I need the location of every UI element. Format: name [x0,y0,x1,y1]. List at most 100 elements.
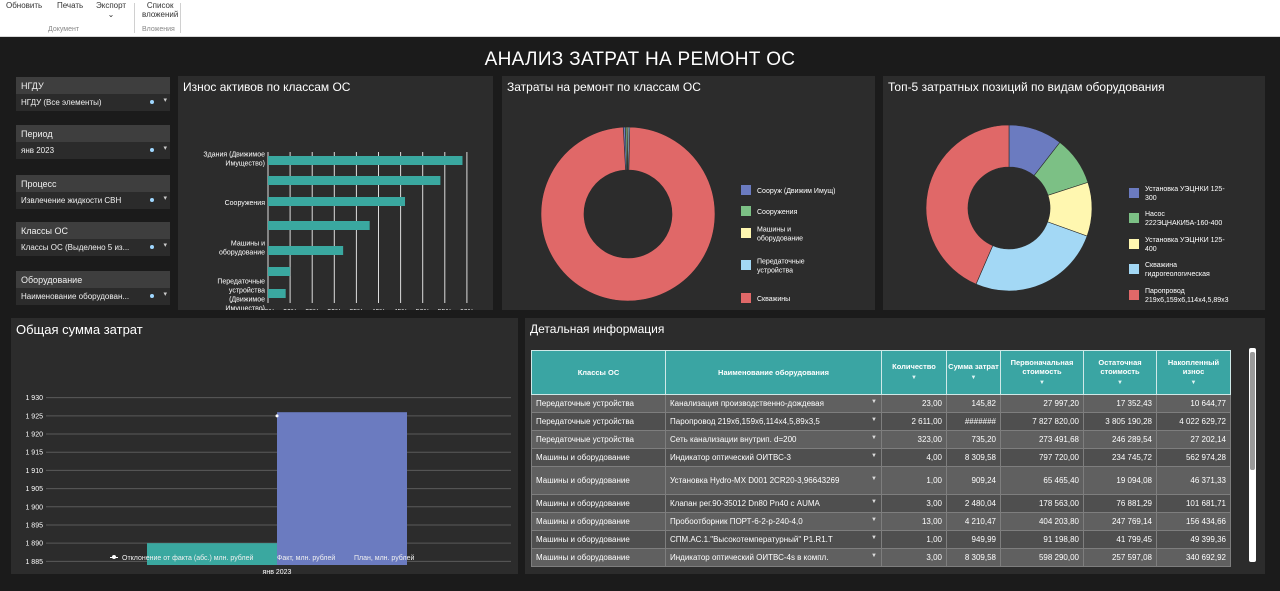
attachments-list-button[interactable]: Список вложений [142,1,178,19]
table-row[interactable]: Машины и оборудование Пробоотборник ПОРТ-… [531,512,1231,531]
cell-text: Машины и оборудование [536,535,630,544]
top5-donut-slice[interactable] [925,124,1010,285]
cell-text: 13,00 [921,517,942,526]
legend-swatch [741,260,751,270]
table-row[interactable]: Передаточные устройства Паропровод 219х6,… [531,412,1231,431]
filter-icon[interactable]: ▼ [1117,379,1123,386]
chevron-down-icon[interactable]: ▾ [163,97,167,104]
wear-bar[interactable] [268,267,291,276]
cell-text: Машины и оборудование [536,517,630,526]
filter-process[interactable]: Процесс Извлечение жидкости СВН ▾ [16,175,170,212]
table-cell: Машины и оборудование [531,512,666,531]
column-header[interactable]: Остаточная стоимость ▼ [1083,350,1157,395]
wear-bar[interactable] [268,221,370,230]
filter-icon[interactable]: ▼ [871,435,877,441]
filter-value-text: янв 2023 [21,146,55,155]
wear-bar[interactable] [268,246,344,255]
chevron-down-icon[interactable]: ▾ [163,291,167,298]
x-category-label: янв 2023 [263,569,292,574]
wear-bar[interactable] [268,197,406,206]
filter-value[interactable]: янв 2023 ▾ [16,142,170,159]
table-row[interactable]: Машины и оборудование Клапан рег.90-35012… [531,494,1231,513]
chevron-down-icon[interactable]: ▾ [163,242,167,249]
table-cell: ####### [946,412,1001,431]
filter-icon[interactable]: ▼ [871,517,877,523]
cell-text: 49 399,36 [1190,535,1226,544]
filter-icon[interactable]: ▼ [1039,379,1045,386]
column-header[interactable]: Классы ОС [531,350,666,395]
table-cell: Передаточные устройства [531,412,666,431]
column-header[interactable]: Количество ▼ [881,350,947,395]
filter-equipment[interactable]: Оборудование Наименование оборудован... ▾ [16,271,170,308]
toolbar-divider [134,3,135,33]
costs-donut-chart: Сооруж (Движим Имущ) Сооружения Машины иоб… [540,126,835,303]
filter-icon[interactable]: ▼ [871,453,877,459]
top5-donut-slice[interactable] [975,221,1088,292]
selection-dot-icon [150,294,154,298]
cell-text: 178 563,00 [1038,499,1079,508]
filter-icon[interactable]: ▼ [911,375,917,381]
costs-donut-slice[interactable] [540,126,716,302]
x-tick-label: 55% [438,309,452,310]
column-header[interactable]: Первоначальная стоимость ▼ [1000,350,1084,395]
table-row[interactable]: Машины и оборудование СПМ.АС.1."Высокотем… [531,530,1231,549]
x-tick-label: 45% [394,309,408,310]
cell-text: Паропровод 219х6,159х6,114х4,5,89х3,5 [670,417,820,426]
column-header[interactable]: Накопленный износ ▼ [1156,350,1231,395]
table-cell: 41 799,45 [1083,530,1157,549]
deviation-point[interactable] [275,414,279,418]
filter-icon[interactable]: ▼ [871,499,877,505]
filter-value[interactable]: НГДУ (Все элементы) ▾ [16,94,170,111]
panel-title: Затраты на ремонт по классам ОС [507,80,701,94]
table-cell: 246 289,54 [1083,430,1157,449]
filter-label: Оборудование [16,271,170,288]
wear-bar[interactable] [268,156,463,165]
chevron-down-icon[interactable]: ▾ [163,145,167,152]
export-button[interactable]: Экспорт ⌄ [96,1,126,19]
table-cell: 65 465,40 [1000,466,1084,495]
column-header[interactable]: Сумма затрат ▼ [946,350,1001,395]
filter-icon[interactable]: ▼ [871,476,877,482]
scrollbar-thumb[interactable] [1250,352,1255,470]
filter-icon[interactable]: ▼ [871,399,877,405]
filter-period[interactable]: Период янв 2023 ▾ [16,125,170,162]
ribbon-toolbar: Обновить Печать Экспорт ⌄ Документ Списо… [0,0,1280,37]
print-button[interactable]: Печать [57,1,84,10]
cell-text: 598 290,00 [1038,553,1079,562]
detail-table: Классы ОС Наименование оборудования Коли… [531,350,1231,567]
cell-text: 797 720,00 [1038,453,1079,462]
scrollbar-track[interactable] [1249,348,1256,562]
legend-dot-icon [112,555,116,559]
column-header[interactable]: Наименование оборудования [665,350,882,395]
filter-icon[interactable]: ▼ [871,535,877,541]
table-row[interactable]: Машины и оборудование Установка Hydro-MX … [531,466,1231,495]
toolbar-divider [180,3,181,33]
cell-text: 19 094,08 [1116,476,1152,485]
wear-bar[interactable] [268,289,286,298]
table-row[interactable]: Передаточные устройства Сеть канализации … [531,430,1231,449]
filter-asset-class[interactable]: Классы ОС Классы ОС (Выделено 5 из... ▾ [16,222,170,259]
plan-bar[interactable] [277,412,407,565]
filter-value[interactable]: Извлечение жидкости СВН ▾ [16,192,170,209]
filter-icon[interactable]: ▼ [1190,379,1197,386]
table-cell: Сеть канализации внутрип. d=200 ▼ [665,430,882,449]
table-row[interactable]: Передаточные устройства Канализация произ… [531,394,1231,413]
table-cell: Машины и оборудование [531,548,666,567]
chevron-down-icon[interactable]: ▾ [163,195,167,202]
filter-value[interactable]: Классы ОС (Выделено 5 из... ▾ [16,239,170,256]
filter-icon[interactable]: ▼ [871,417,877,423]
filter-icon[interactable]: ▼ [871,553,877,559]
table-row[interactable]: Машины и оборудование Индикатор оптически… [531,448,1231,467]
refresh-button[interactable]: Обновить [6,1,43,10]
legend-label: Передаточные [757,259,805,266]
y-tick-label: 1 915 [25,450,43,457]
filter-ngdu[interactable]: НГДУ НГДУ (Все элементы) ▾ [16,77,170,114]
legend-swatch [741,185,751,195]
y-category-label: оборудование [219,249,265,257]
table-row[interactable]: Машины и оборудование Индикатор оптически… [531,548,1231,567]
filter-value[interactable]: Наименование оборудован... ▾ [16,288,170,305]
x-tick-label: 40% [371,309,385,310]
fact-bar[interactable] [147,543,277,565]
filter-icon[interactable]: ▼ [970,375,977,381]
wear-bar[interactable] [268,176,441,185]
